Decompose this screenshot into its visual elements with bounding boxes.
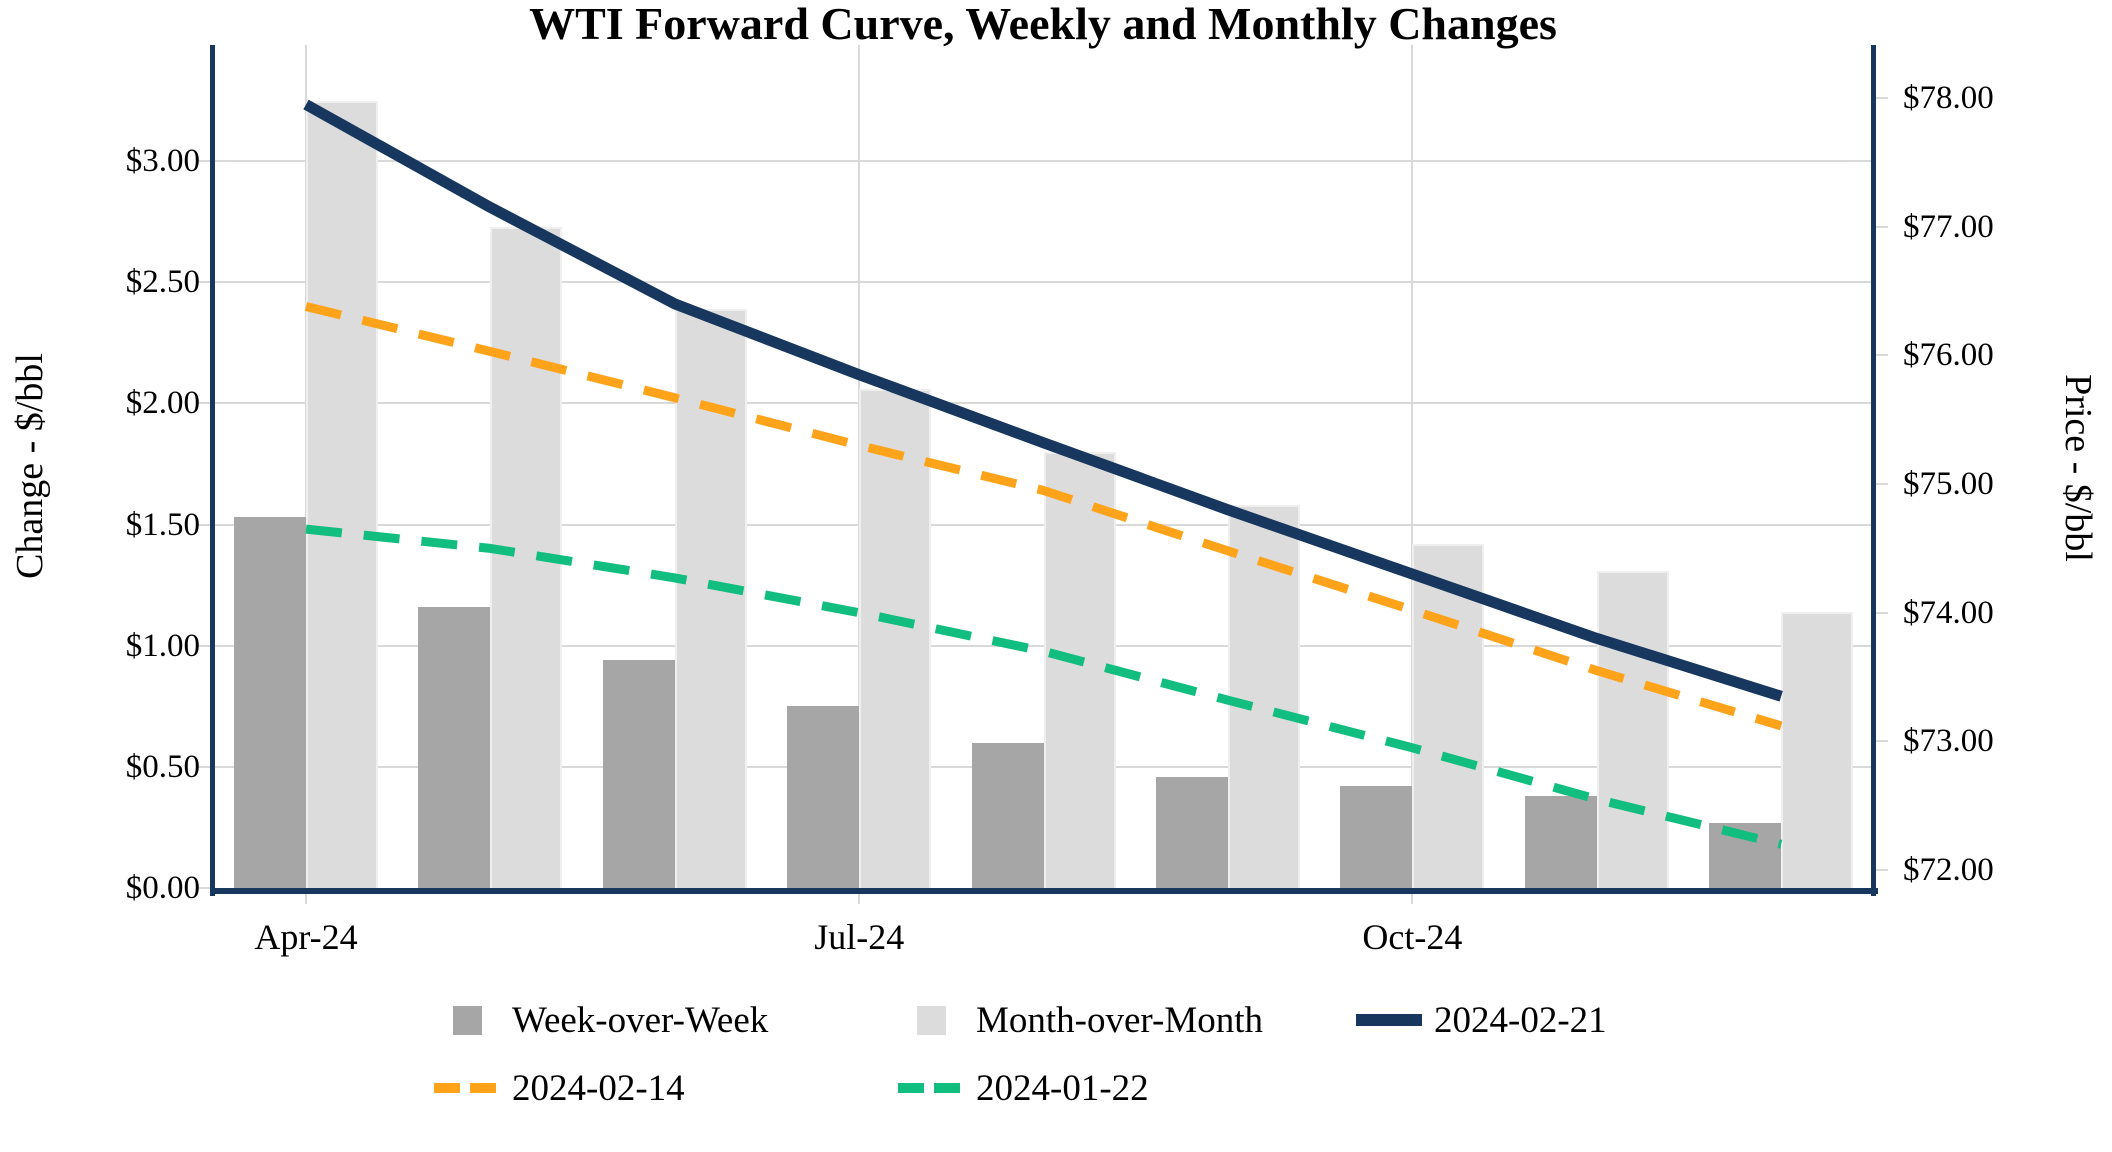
bar-month-over-month xyxy=(674,308,747,892)
legend-label: 2024-02-14 xyxy=(512,1067,685,1109)
legend-line-swatch xyxy=(1356,1014,1422,1026)
left-axis-tick-label: $3.00 xyxy=(125,143,200,180)
legend-item-2024-02-21: 2024-02-21 xyxy=(1356,998,1607,1042)
legend-item-month-over-month: Month-over-Month xyxy=(898,998,1263,1042)
legend-label: Week-over-Week xyxy=(512,999,769,1041)
horizontal-gridline xyxy=(213,281,1873,284)
right-axis-tick xyxy=(1876,225,1888,228)
left-axis-tick-label: $0.00 xyxy=(125,870,200,906)
right-axis-tick-label: $78.00 xyxy=(1903,80,1994,117)
left-axis-tick-label: $1.50 xyxy=(125,506,200,543)
left-axis-tick-label: $2.00 xyxy=(125,385,200,422)
left-axis-tick xyxy=(198,644,210,647)
right-axis-tick xyxy=(1876,740,1888,743)
legend-item-2024-02-14: 2024-02-14 xyxy=(434,1066,685,1110)
legend-swatch-dashes xyxy=(434,1083,500,1093)
bar-week-over-week xyxy=(1340,786,1413,888)
left-axis-tick xyxy=(198,402,210,405)
horizontal-gridline xyxy=(213,160,1873,163)
x-axis-tick-label: Jul-24 xyxy=(814,917,905,957)
x-axis-tick xyxy=(305,894,307,904)
legend-dash xyxy=(898,1083,924,1093)
horizontal-gridline xyxy=(213,402,1873,405)
bar-week-over-week xyxy=(1524,795,1597,888)
left-axis-tick xyxy=(198,160,210,163)
bar-week-over-week xyxy=(1709,822,1782,888)
bar-month-over-month xyxy=(1781,611,1854,892)
bar-week-over-week xyxy=(971,742,1044,888)
left-axis-tick xyxy=(198,281,210,284)
right-axis-title: Price - $/bbl xyxy=(2057,374,2099,562)
x-axis-tick xyxy=(858,894,861,904)
right-axis-tick-label: $77.00 xyxy=(1903,208,1994,245)
legend-dash xyxy=(470,1083,496,1093)
legend-item-2024-01-22: 2024-01-22 xyxy=(898,1066,1149,1110)
legend-item-week-over-week: Week-over-Week xyxy=(434,998,768,1042)
right-axis-tick-label: $74.00 xyxy=(1903,594,1994,631)
left-axis-tick xyxy=(198,887,210,889)
right-axis-line xyxy=(1871,45,1876,896)
right-axis-tick xyxy=(1876,869,1888,871)
legend-swatch-line xyxy=(1356,1014,1422,1026)
bar-week-over-week xyxy=(787,706,860,888)
legend-dash xyxy=(434,1083,460,1093)
right-axis-tick xyxy=(1876,483,1888,486)
chart-title: WTI Forward Curve, Weekly and Monthly Ch… xyxy=(529,0,1557,49)
bar-week-over-week xyxy=(418,606,491,888)
legend-dash-swatch xyxy=(434,1083,500,1093)
bar-month-over-month xyxy=(490,226,563,892)
bar-month-over-month xyxy=(1596,570,1669,892)
bar-month-over-month xyxy=(306,100,378,892)
left-axis-tick-label: $0.50 xyxy=(125,748,200,785)
legend-label: Month-over-Month xyxy=(976,999,1264,1041)
legend-square-swatch xyxy=(452,1005,482,1035)
right-axis-tick xyxy=(1876,97,1888,100)
left-axis-tick xyxy=(198,765,210,768)
bar-week-over-week xyxy=(234,517,306,888)
legend-swatch-dashes xyxy=(898,1083,964,1093)
bar-week-over-week xyxy=(1156,776,1228,888)
left-axis-line xyxy=(210,45,215,896)
legend-square-swatch xyxy=(916,1005,946,1035)
legend-dash xyxy=(934,1083,960,1093)
x-axis-tick xyxy=(1411,894,1414,904)
left-axis-tick-label: $2.50 xyxy=(125,264,200,301)
right-axis-tick-label: $75.00 xyxy=(1903,466,1994,503)
legend-dash-swatch xyxy=(898,1083,964,1093)
bar-week-over-week xyxy=(602,660,675,888)
right-axis-tick-label: $76.00 xyxy=(1903,337,1994,374)
bar-month-over-month xyxy=(859,388,932,892)
right-axis-tick-label: $72.00 xyxy=(1903,852,1994,888)
x-axis-tick-label: Apr-24 xyxy=(254,917,358,957)
bar-month-over-month xyxy=(1412,543,1485,892)
right-axis-tick xyxy=(1876,354,1888,357)
legend-label: 2024-01-22 xyxy=(976,1067,1149,1109)
left-axis-tick xyxy=(198,523,210,526)
x-axis-tick-label: Oct-24 xyxy=(1362,917,1463,957)
right-axis-tick xyxy=(1876,611,1888,614)
legend-swatch-square xyxy=(898,1005,964,1035)
left-axis-tick-label: $1.00 xyxy=(125,627,200,664)
x-axis-line xyxy=(210,888,1878,894)
right-axis-tick-label: $73.00 xyxy=(1903,723,1994,760)
legend-label: 2024-02-21 xyxy=(1434,999,1607,1041)
bar-month-over-month xyxy=(1043,451,1116,892)
legend-swatch-square xyxy=(434,1005,500,1035)
bar-month-over-month xyxy=(1228,505,1300,892)
